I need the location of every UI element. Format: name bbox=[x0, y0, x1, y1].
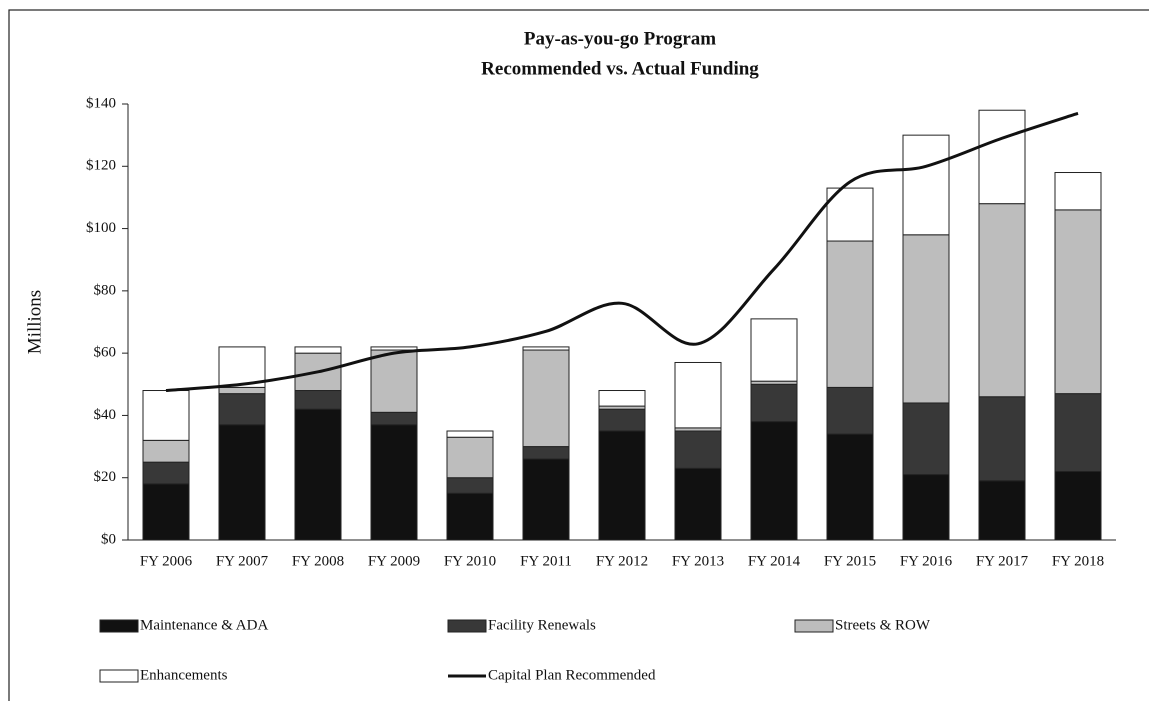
bar-segment bbox=[902, 134, 950, 236]
bar-segment bbox=[598, 390, 646, 407]
bar-segment bbox=[446, 436, 494, 479]
legend-swatch bbox=[794, 619, 834, 633]
legend-label: Enhancements bbox=[140, 667, 228, 683]
x-tick-label: FY 2007 bbox=[216, 553, 269, 569]
bar-segment bbox=[142, 390, 190, 441]
bar-segment bbox=[750, 318, 798, 382]
bar-segment bbox=[598, 430, 646, 541]
legend-label: Facility Renewals bbox=[488, 617, 596, 633]
bar-segment bbox=[902, 234, 950, 404]
legend-label: Streets & ROW bbox=[835, 617, 931, 633]
bar-segment bbox=[826, 240, 874, 388]
bar-segment bbox=[522, 346, 570, 351]
legend-swatch bbox=[99, 619, 139, 633]
legend-swatch bbox=[99, 669, 139, 683]
bar-segment bbox=[218, 386, 266, 395]
bar-segment bbox=[978, 480, 1026, 541]
bar-segment bbox=[978, 396, 1026, 482]
bar-segment bbox=[826, 386, 874, 435]
bar-segment bbox=[522, 458, 570, 541]
bar-segment bbox=[1054, 470, 1102, 541]
x-tick-label: FY 2016 bbox=[900, 553, 953, 569]
bar-segment bbox=[522, 349, 570, 448]
legend-swatch bbox=[447, 619, 487, 633]
bar-segment bbox=[750, 421, 798, 541]
bar-segment bbox=[674, 467, 722, 541]
bar-segment bbox=[674, 430, 722, 469]
y-tick-label: $100 bbox=[86, 220, 116, 236]
x-tick-label: FY 2008 bbox=[292, 553, 344, 569]
bar-segment bbox=[902, 402, 950, 476]
bar-segment bbox=[446, 430, 494, 438]
x-tick-label: FY 2013 bbox=[672, 553, 724, 569]
x-tick-label: FY 2006 bbox=[140, 553, 193, 569]
y-tick-label: $20 bbox=[94, 469, 117, 485]
bar-segment bbox=[598, 408, 646, 432]
bar-segment bbox=[370, 349, 418, 413]
x-tick-label: FY 2011 bbox=[520, 553, 572, 569]
bar-segment bbox=[1054, 393, 1102, 472]
bar-segment bbox=[370, 411, 418, 426]
bar-segment bbox=[370, 346, 418, 351]
y-tick-label: $120 bbox=[86, 158, 116, 174]
frame bbox=[8, 9, 1149, 701]
legend-label: Maintenance & ADA bbox=[140, 617, 268, 633]
bar-segment bbox=[294, 346, 342, 354]
bar-segment bbox=[218, 424, 266, 541]
bar-segment bbox=[978, 203, 1026, 398]
bar-segment bbox=[218, 393, 266, 426]
bar-segment bbox=[294, 390, 342, 410]
bar-segment bbox=[294, 408, 342, 541]
bar-segment bbox=[1054, 209, 1102, 395]
bar-segment bbox=[218, 346, 266, 388]
chart-title: Pay-as-you-go Program bbox=[524, 28, 716, 49]
legend-label: Capital Plan Recommended bbox=[488, 667, 656, 683]
x-tick-label: FY 2017 bbox=[976, 553, 1029, 569]
bar-segment bbox=[446, 492, 494, 541]
bar-segment bbox=[370, 424, 418, 541]
y-tick-label: $60 bbox=[94, 345, 117, 361]
bar-segment bbox=[142, 439, 190, 463]
bar-segment bbox=[142, 483, 190, 541]
x-tick-label: FY 2018 bbox=[1052, 553, 1104, 569]
bar-segment bbox=[750, 383, 798, 423]
bar-segment bbox=[446, 477, 494, 494]
chart-subtitle: Recommended vs. Actual Funding bbox=[481, 58, 759, 79]
x-tick-label: FY 2010 bbox=[444, 553, 496, 569]
bar-segment bbox=[978, 109, 1026, 205]
bar-segment bbox=[522, 446, 570, 460]
x-tick-label: FY 2014 bbox=[748, 553, 801, 569]
bar-segment bbox=[902, 474, 950, 541]
y-tick-label: $80 bbox=[94, 282, 117, 298]
x-tick-label: FY 2012 bbox=[596, 553, 648, 569]
x-tick-label: FY 2015 bbox=[824, 553, 876, 569]
y-axis-label: Millions bbox=[24, 290, 45, 354]
bar-segment bbox=[674, 361, 722, 429]
line bbox=[165, 111, 1079, 393]
bar-segment bbox=[1054, 172, 1102, 211]
bar-segment bbox=[826, 433, 874, 541]
y-tick-label: $140 bbox=[86, 95, 116, 111]
x-tick-label: FY 2009 bbox=[368, 553, 420, 569]
y-tick-label: $0 bbox=[101, 531, 116, 547]
bar-segment bbox=[142, 461, 190, 485]
y-tick-label: $40 bbox=[94, 407, 117, 423]
